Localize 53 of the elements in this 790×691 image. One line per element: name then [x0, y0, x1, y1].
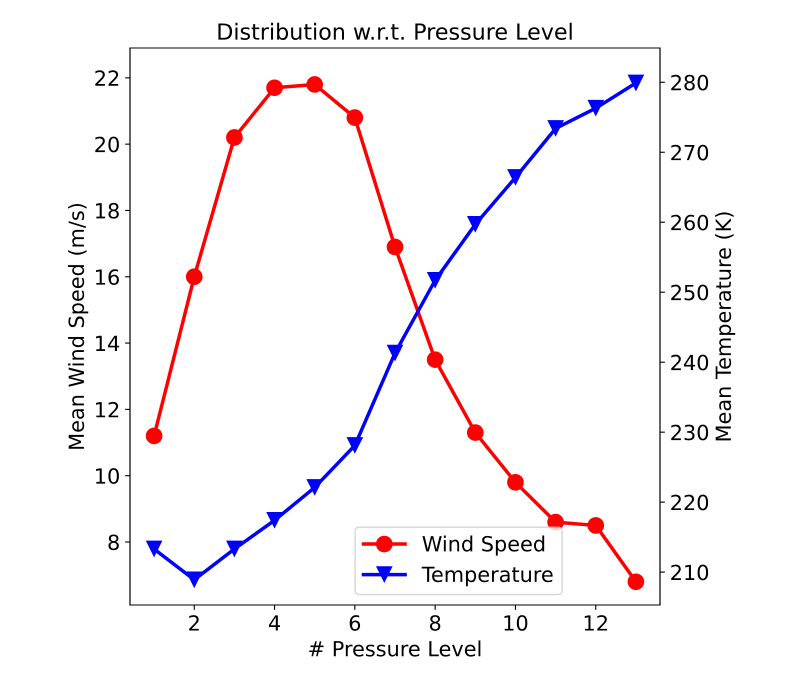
point — [186, 571, 203, 588]
point — [466, 216, 484, 233]
point — [266, 79, 283, 96]
point — [628, 74, 644, 92]
y-axis-title: Mean Wind Speed (m/s) — [68, 204, 88, 449]
x-axis-title: # Pressure Level — [309, 640, 480, 657]
point — [266, 512, 283, 529]
point — [226, 540, 243, 558]
point — [507, 169, 524, 186]
y-tick-label: 16 — [96, 269, 119, 285]
point — [628, 573, 644, 590]
y-tick-label: 10 — [96, 468, 119, 484]
point — [507, 474, 524, 491]
point — [146, 428, 162, 444]
y-tick-label: 20 — [95, 136, 119, 152]
point — [547, 120, 564, 137]
y-tick-label: 14 — [96, 336, 120, 351]
point — [587, 517, 604, 534]
point — [186, 268, 203, 286]
point — [587, 100, 604, 117]
y2-axis-title: Mean Temperature (K) — [715, 212, 736, 440]
x-tick-label: 10 — [504, 615, 528, 631]
y2-tick-label: 270 — [671, 144, 708, 160]
point — [346, 437, 364, 454]
y2-tick-label: 250 — [671, 284, 708, 300]
point — [466, 424, 484, 441]
point — [346, 109, 364, 126]
legend-label: Wind Speed — [422, 536, 544, 556]
legend-label: Temperature — [422, 566, 553, 586]
point — [426, 272, 444, 289]
x-tick-label: 12 — [584, 615, 607, 631]
point — [386, 238, 404, 256]
point — [306, 479, 324, 496]
x-tick-label: 8 — [430, 615, 440, 631]
y-tick-label: 22 — [95, 70, 118, 86]
point — [306, 76, 324, 93]
point — [146, 540, 162, 558]
x-tick-label: 2 — [189, 615, 199, 631]
point — [426, 351, 444, 368]
y2-tick-label: 280 — [671, 74, 708, 90]
y2-tick-label: 230 — [671, 424, 708, 440]
x-tick-label: 6 — [350, 615, 360, 631]
y2-tick-label: 210 — [671, 564, 708, 580]
point — [386, 344, 404, 362]
y-tick-label: 12 — [96, 402, 118, 418]
y2-tick-label: 260 — [671, 214, 708, 230]
y2-tick-label: 220 — [671, 494, 708, 510]
x-tick-label: 4 — [268, 615, 280, 631]
chart-title: Distribution w.r.t. Pressure Level — [218, 22, 572, 40]
point — [226, 129, 243, 146]
y-tick-label: 8 — [108, 534, 119, 550]
y2-tick-label: 240 — [671, 354, 708, 370]
y-tick-label: 18 — [96, 202, 119, 219]
